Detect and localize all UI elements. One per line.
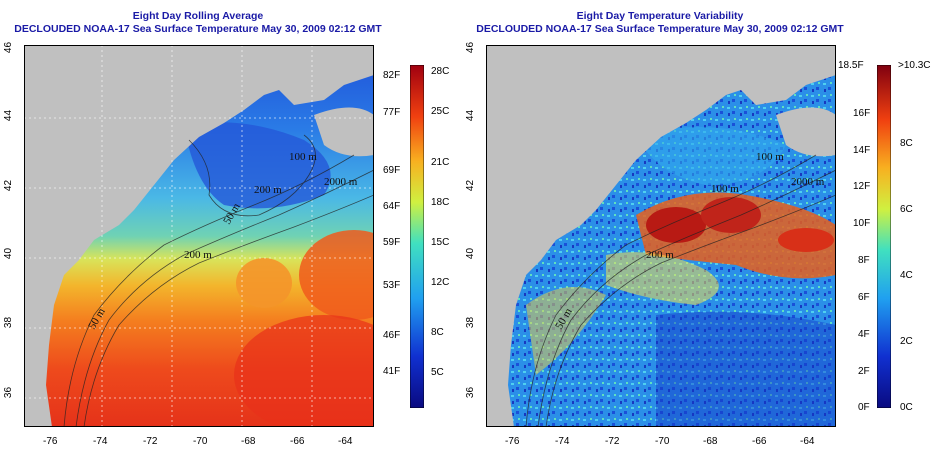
right-x-tick: -68 bbox=[703, 436, 718, 447]
left-x-tick: -66 bbox=[290, 436, 305, 447]
right-y-tick: 42 bbox=[465, 179, 477, 192]
cb-f-label: 6F bbox=[858, 292, 870, 303]
cb-f-label: 0F bbox=[858, 402, 870, 413]
cb-f-label: 18.5F bbox=[838, 60, 864, 71]
right-contour-label-2: 100 m bbox=[711, 183, 739, 195]
right-variability-map: 100 m 100 m 2000 m 200 m 50 m bbox=[486, 45, 836, 427]
cb-c-label: 0C bbox=[900, 402, 913, 413]
cb-f-label: 2F bbox=[858, 366, 870, 377]
left-title-line1: Eight Day Rolling Average bbox=[132, 10, 264, 22]
right-x-tick: -72 bbox=[605, 436, 620, 447]
left-title-line2: DECLOUDED NOAA-17 Sea Surface Temperatur… bbox=[14, 23, 382, 35]
right-contour-label-1: 100 m bbox=[756, 151, 784, 163]
left-colorbar bbox=[410, 65, 424, 408]
cb-c-label: 8C bbox=[431, 327, 444, 338]
right-y-tick: 44 bbox=[465, 109, 477, 122]
cb-c-label: 12C bbox=[431, 277, 450, 288]
cb-c-label: >10.3C bbox=[898, 60, 931, 71]
cb-c-label: 4C bbox=[900, 270, 913, 281]
left-y-tick: 42 bbox=[3, 179, 15, 192]
right-land-mass bbox=[486, 45, 836, 427]
right-y-tick: 36 bbox=[465, 386, 477, 399]
cb-c-label: 6C bbox=[900, 204, 913, 215]
cb-c-label: 2C bbox=[900, 336, 913, 347]
left-land-mass bbox=[24, 45, 374, 427]
right-x-tick: -64 bbox=[800, 436, 815, 447]
cb-f-label: 46F bbox=[383, 330, 401, 341]
left-contour-label-5: 2000 m bbox=[324, 176, 358, 188]
right-x-tick: -74 bbox=[555, 436, 570, 447]
cb-f-label: 41F bbox=[383, 366, 401, 377]
left-y-tick: 40 bbox=[3, 247, 15, 260]
right-y-tick: 40 bbox=[465, 247, 477, 260]
cb-c-label: 21C bbox=[431, 157, 450, 168]
right-y-tick: 38 bbox=[465, 316, 477, 329]
cb-f-label: 64F bbox=[383, 201, 401, 212]
right-x-tick: -76 bbox=[505, 436, 520, 447]
cb-f-label: 14F bbox=[853, 145, 871, 156]
cb-c-label: 28C bbox=[431, 66, 450, 77]
cb-f-label: 53F bbox=[383, 280, 401, 291]
left-y-tick: 44 bbox=[3, 109, 15, 122]
right-title-line2: DECLOUDED NOAA-17 Sea Surface Temperatur… bbox=[476, 23, 844, 35]
right-x-tick: -70 bbox=[655, 436, 670, 447]
right-colorbar bbox=[877, 65, 891, 408]
right-title-line1: Eight Day Temperature Variability bbox=[576, 10, 744, 22]
right-x-tick: -66 bbox=[752, 436, 767, 447]
right-contour-label-4: 200 m bbox=[646, 249, 674, 261]
cb-f-label: 10F bbox=[853, 218, 871, 229]
left-x-tick: -74 bbox=[93, 436, 108, 447]
cb-f-label: 69F bbox=[383, 165, 401, 176]
cb-c-label: 15C bbox=[431, 237, 450, 248]
cb-c-label: 5C bbox=[431, 367, 444, 378]
cb-f-label: 4F bbox=[858, 329, 870, 340]
left-x-tick: -68 bbox=[241, 436, 256, 447]
left-contour-label-3: 200 m bbox=[254, 184, 282, 196]
right-contour-label-3: 2000 m bbox=[791, 176, 825, 188]
left-x-tick: -64 bbox=[338, 436, 353, 447]
left-x-tick: -76 bbox=[43, 436, 58, 447]
cb-f-label: 16F bbox=[853, 108, 871, 119]
cb-f-label: 12F bbox=[853, 181, 871, 192]
left-y-tick: 38 bbox=[3, 316, 15, 329]
right-y-tick: 46 bbox=[465, 41, 477, 54]
left-y-tick: 36 bbox=[3, 386, 15, 399]
cb-f-label: 59F bbox=[383, 237, 401, 248]
cb-f-label: 82F bbox=[383, 70, 401, 81]
left-contour-label-1: 100 m bbox=[289, 151, 317, 163]
left-x-tick: -72 bbox=[143, 436, 158, 447]
cb-c-label: 8C bbox=[900, 138, 913, 149]
cb-f-label: 8F bbox=[858, 255, 870, 266]
left-contour-label-6: 200 m bbox=[184, 249, 212, 261]
left-x-tick: -70 bbox=[193, 436, 208, 447]
cb-c-label: 25C bbox=[431, 106, 450, 117]
cb-c-label: 18C bbox=[431, 197, 450, 208]
cb-f-label: 77F bbox=[383, 107, 401, 118]
left-y-tick: 46 bbox=[3, 41, 15, 54]
left-sst-map: 100 m 50 m 200 m 50 m 2000 m 200 m bbox=[24, 45, 374, 427]
